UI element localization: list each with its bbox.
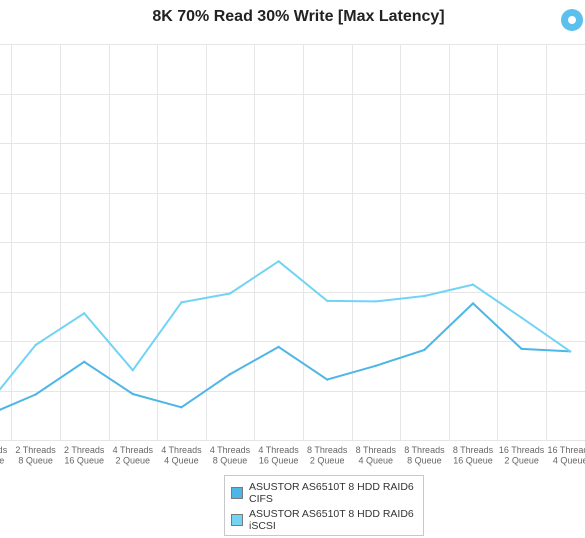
data-point-s1-3 <box>131 369 134 372</box>
x-tick-label-line: 4 Queue <box>359 456 394 466</box>
x-tick-label-line: 8 Queue <box>18 456 53 466</box>
data-point-s0-2 <box>83 360 86 363</box>
x-tick-label-line: 8 Threads <box>453 445 494 455</box>
chart-title: 8K 70% Read 30% Write [Max Latency] <box>152 8 445 25</box>
legend-item-iscsi[interactable]: ASUSTOR AS6510T 8 HDD RAID6 iSCSI <box>231 508 421 534</box>
data-point-s0-7 <box>326 378 329 381</box>
x-tick-label-4: 4 Threads 4 Queue <box>161 445 202 466</box>
x-tick-label-line: 2 Queue <box>310 456 345 466</box>
x-tick-label-7: 8 Threads 2 Queue <box>307 445 348 466</box>
data-point-s1-7 <box>326 299 329 303</box>
data-point-s0-4 <box>180 406 183 409</box>
x-tick-label-line: 2 Queue <box>504 456 539 466</box>
series-line-0 <box>0 302 571 411</box>
x-tick-label-3: 4 Threads 2 Queue <box>113 445 154 466</box>
legend-swatch-cifs <box>231 487 243 499</box>
context-menu-icon[interactable] <box>561 9 583 31</box>
x-tick-label-line: 4 Threads <box>210 445 251 455</box>
data-point-s1-5 <box>228 292 232 295</box>
legend-swatch-iscsi <box>231 514 243 526</box>
x-tick-label-line: 16 Queue <box>64 456 104 466</box>
x-tick-label-line: 1 Threads <box>0 445 8 455</box>
x-tick-label-8: 8 Threads 4 Queue <box>356 445 397 466</box>
x-tick-label-1: 2 Threads 8 Queue <box>15 445 56 466</box>
data-point-s1-4 <box>180 301 183 304</box>
x-tick-label-line: 4 Threads <box>258 445 299 455</box>
data-point-s1-1 <box>34 343 37 347</box>
x-tick-label-9: 8 Threads 8 Queue <box>404 445 445 466</box>
data-point-s1-11 <box>520 316 523 319</box>
data-point-s0-3 <box>131 392 134 396</box>
data-point-s0-5 <box>228 373 232 376</box>
x-tick-label-line: 8 Queue <box>213 456 248 466</box>
x-tick-label-line: 4 Queue <box>164 456 199 466</box>
data-point-s1-6 <box>277 260 280 263</box>
x-tick-label-line: 1 Queue <box>0 456 4 466</box>
legend-label-cifs: ASUSTOR AS6510T 8 HDD RAID6 CIFS <box>249 481 414 505</box>
x-tick-label-2: 2 Threads 16 Queue <box>64 445 105 466</box>
x-tick-label-line: 4 Threads <box>113 445 154 455</box>
data-point-s0-1 <box>34 393 37 396</box>
x-tick-label-line: 4 Threads <box>161 445 202 455</box>
x-tick-label-line: 2 Queue <box>116 456 151 466</box>
data-point-s0-11 <box>520 347 523 351</box>
series-line-1 <box>0 260 571 391</box>
data-point-s1-12 <box>569 350 572 353</box>
x-tick-label-11: 16 Threads 2 Queue <box>499 445 545 466</box>
data-point-s1-10 <box>471 283 475 286</box>
x-tick-label-6: 4 Threads 16 Queue <box>258 445 299 466</box>
x-tick-label-line: 4 Queue <box>553 456 585 466</box>
x-tick-label-line: 2 Threads <box>15 445 56 455</box>
legend-label-iscsi: ASUSTOR AS6510T 8 HDD RAID6 iSCSI <box>249 508 414 532</box>
x-tick-label-line: 8 Threads <box>307 445 348 455</box>
x-tick-label-line: 16 Threads <box>499 445 545 455</box>
x-tick-label-line: 16 Queue <box>453 456 493 466</box>
x-tick-label-line: 16 Queue <box>259 456 299 466</box>
data-point-s1-8 <box>374 300 377 303</box>
data-point-s1-2 <box>83 312 86 315</box>
data-point-s0-9 <box>423 348 426 352</box>
x-tick-label-5: 4 Threads 8 Queue <box>210 445 251 466</box>
x-tick-label-line: 8 Threads <box>356 445 397 455</box>
data-point-s1-9 <box>423 294 426 298</box>
legend: ASUSTOR AS6510T 8 HDD RAID6 CIFS ASUSTOR… <box>224 475 424 536</box>
data-point-s0-6 <box>277 345 280 349</box>
x-tick-label-10: 8 Threads 16 Queue <box>453 445 494 466</box>
legend-item-cifs[interactable]: ASUSTOR AS6510T 8 HDD RAID6 CIFS <box>231 481 421 507</box>
x-tick-label-line: 16 Threads <box>548 445 585 455</box>
data-point-s0-10 <box>471 302 475 305</box>
x-tick-label-line: 8 Threads <box>404 445 445 455</box>
x-tick-label-line: 8 Queue <box>407 456 442 466</box>
x-tick-label-line: 2 Threads <box>64 445 105 455</box>
data-point-s0-8 <box>374 364 377 367</box>
